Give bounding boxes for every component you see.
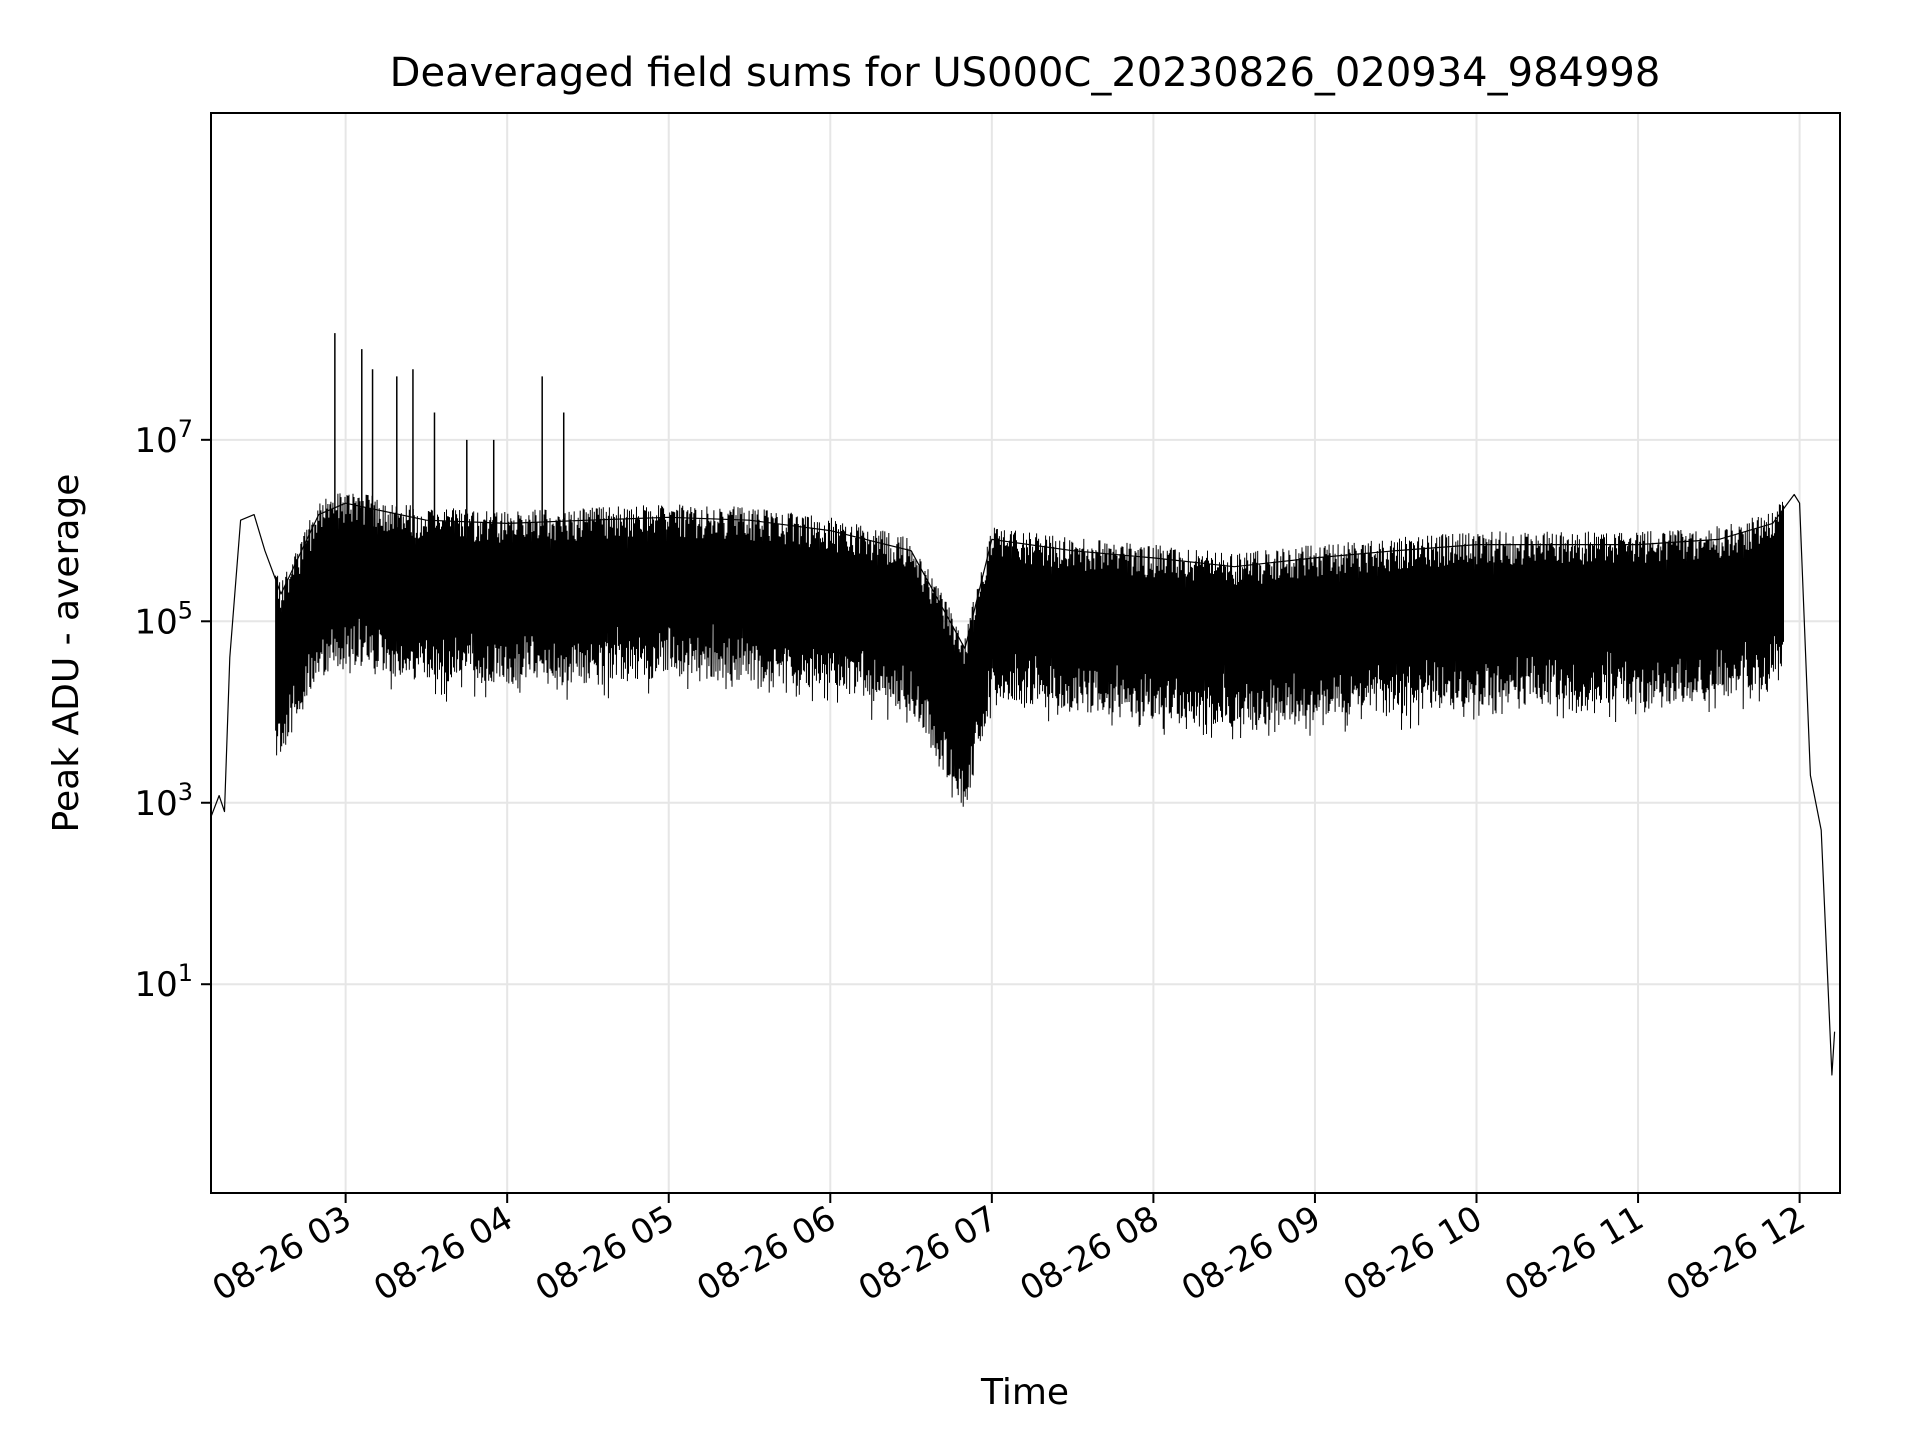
y-axis: 101 103 105 107 (134, 415, 211, 1005)
x-tick-label: 08-26 06 (690, 1198, 842, 1309)
spike-lines (334, 333, 565, 605)
x-tick-label: 08-26 04 (367, 1198, 519, 1309)
x-tick-label: 08-26 11 (1498, 1198, 1650, 1309)
x-axis: 08-26 03 08-26 04 08-26 05 08-26 06 08-26 07… (206, 1193, 1812, 1309)
signal-band (275, 493, 1784, 807)
x-tick-label: 08-26 08 (1014, 1198, 1166, 1309)
chart-title: Deaveraged field sums for US000C_2023082… (390, 50, 1661, 96)
y-tick-label: 107 (134, 415, 193, 461)
series-line (210, 493, 1836, 1076)
y-axis-label: Peak ADU - average (46, 474, 87, 833)
y-tick-label: 105 (134, 596, 193, 642)
x-tick-label: 08-26 09 (1175, 1198, 1327, 1309)
x-tick-label: 08-26 07 (852, 1198, 1004, 1309)
x-tick-label: 08-26 03 (206, 1198, 358, 1309)
noise-band (275, 493, 1784, 807)
x-axis-label: Time (980, 1372, 1069, 1413)
y-tick-label: 101 (134, 959, 193, 1005)
y-tick-label: 103 (134, 778, 193, 824)
x-tick-label: 08-26 12 (1660, 1198, 1812, 1309)
x-tick-label: 08-26 10 (1337, 1198, 1489, 1309)
x-tick-label: 08-26 05 (529, 1198, 681, 1309)
plot-frame (210, 112, 1841, 1194)
